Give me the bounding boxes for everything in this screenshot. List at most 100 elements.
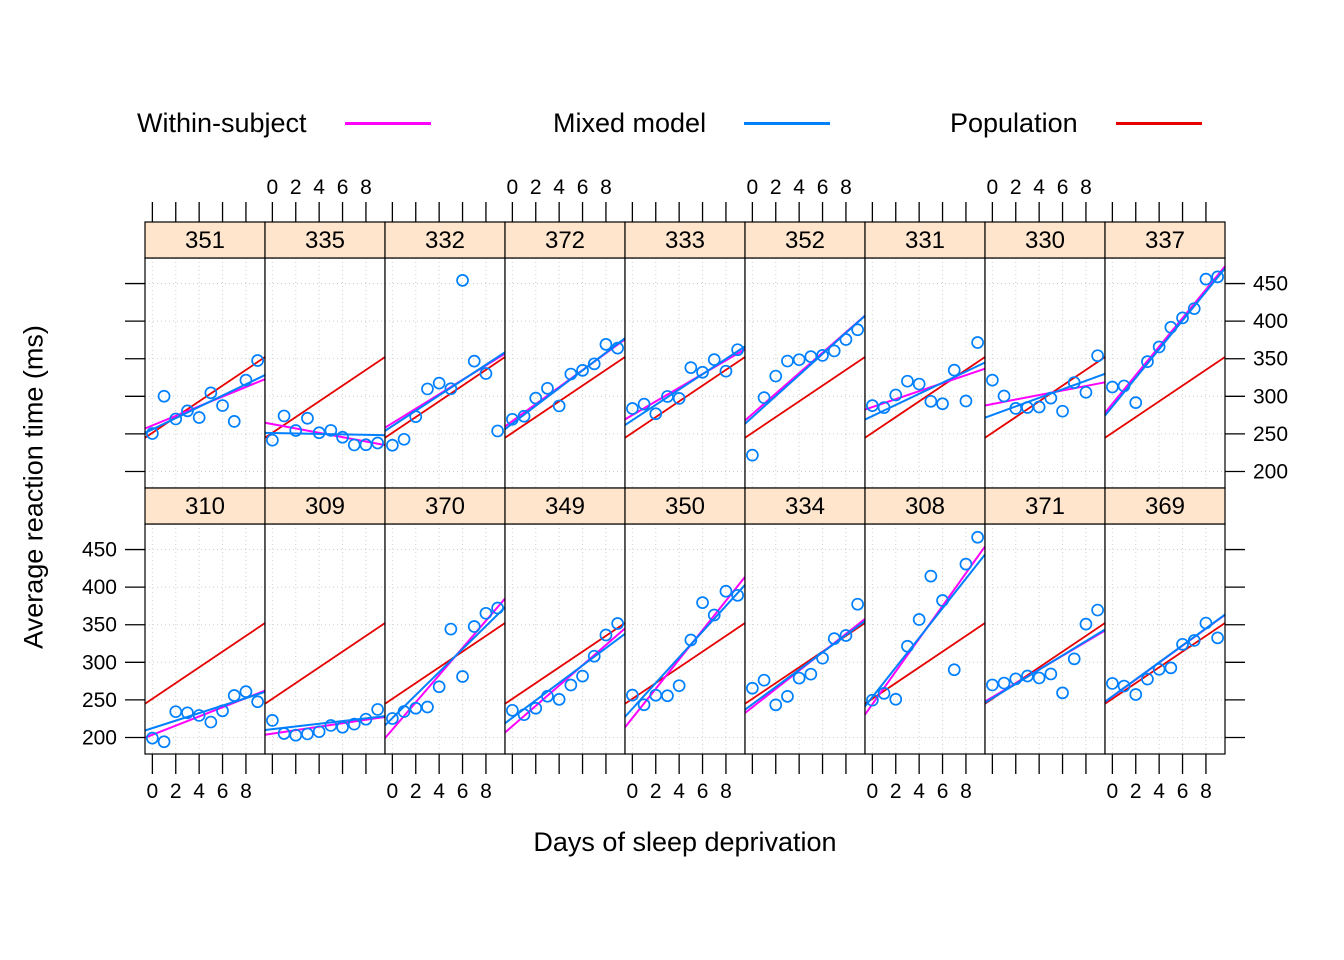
data-point — [1032, 671, 1046, 685]
data-point — [467, 620, 481, 633]
x-tick-label-bottom: 2 — [1130, 780, 1142, 803]
data-point — [227, 689, 241, 702]
data-point — [1021, 669, 1034, 683]
data-point — [1129, 688, 1143, 701]
data-point — [637, 397, 651, 411]
x-tick-label-top: 8 — [840, 176, 852, 199]
population-line — [864, 356, 986, 439]
data-point — [336, 720, 349, 734]
data-point — [661, 390, 674, 403]
y-tick-label-left: 300 — [82, 651, 117, 674]
data-point — [181, 404, 194, 418]
data-point — [1079, 385, 1093, 399]
x-tick-label-bottom: 0 — [627, 780, 639, 803]
panel-331: 331 — [864, 221, 986, 489]
data-point — [997, 389, 1011, 403]
data-point — [731, 588, 744, 602]
mixed-model-line — [504, 337, 626, 430]
strip-label: 330 — [1025, 227, 1065, 254]
x-tick-label-top: 8 — [360, 176, 372, 199]
data-point — [757, 673, 771, 687]
data-point — [301, 411, 314, 425]
x-tick-label-top: 0 — [507, 176, 519, 199]
data-point — [359, 712, 373, 726]
data-point — [959, 557, 973, 571]
panel-349: 349 — [504, 487, 626, 755]
data-point — [204, 715, 218, 729]
y-tick-label-right: 300 — [1253, 385, 1288, 408]
panel-335: 335 — [264, 221, 386, 489]
x-tick-label-top: 0 — [987, 176, 999, 199]
strip-309 — [264, 487, 386, 525]
legend-label-mixed-model: Mixed model — [553, 107, 707, 138]
x-tick-label-bottom: 8 — [480, 780, 492, 803]
strip-label: 352 — [785, 227, 825, 254]
data-point — [266, 714, 279, 727]
data-point — [444, 622, 458, 636]
data-point — [866, 399, 879, 412]
legend-label-within-subject: Within-subject — [137, 107, 307, 138]
population-line — [744, 356, 866, 439]
data-point — [912, 613, 926, 626]
x-tick-label-bottom: 6 — [1177, 780, 1189, 803]
data-point — [456, 670, 469, 683]
axes-layer: 0 2 4 6 80 2 4 6 80 2 4 6 80 2 4 6 80 2 4 6 80 2 4 6 80 2 4 6 80 2 4 6 8… — [82, 176, 1288, 803]
within-subject-line — [384, 597, 506, 739]
strip-332 — [384, 221, 506, 259]
data-point — [506, 412, 519, 426]
legend-label-population: Population — [950, 107, 1078, 138]
strip-label: 349 — [545, 493, 585, 520]
data-point — [1141, 355, 1154, 369]
data-point — [827, 344, 841, 358]
x-tick-label-top: 2 — [770, 176, 782, 199]
data-point — [216, 399, 229, 412]
strip-310 — [144, 487, 266, 525]
data-point — [479, 367, 493, 380]
panel-371: 371 — [984, 487, 1106, 755]
data-point — [947, 663, 961, 677]
x-tick-label-bottom: 4 — [433, 780, 445, 803]
x-tick-label-bottom: 2 — [170, 780, 182, 803]
data-point — [1187, 634, 1201, 647]
data-point — [781, 689, 794, 703]
data-point — [564, 367, 578, 381]
mixed-model-line — [744, 620, 866, 711]
panel-308: 308 — [864, 487, 986, 755]
x-tick-label-bottom: 4 — [913, 780, 925, 803]
panel-352: 352 — [744, 221, 866, 489]
data-point — [1056, 404, 1069, 418]
data-point — [986, 678, 999, 692]
data-point — [719, 584, 733, 598]
data-point — [146, 427, 159, 440]
panel-370: 370 — [384, 487, 506, 755]
strip-label: 337 — [1145, 227, 1185, 254]
y-tick-label-right: 450 — [1253, 273, 1288, 296]
data-point — [757, 391, 771, 405]
within-subject-line — [504, 627, 626, 734]
data-point — [529, 701, 543, 715]
population-line — [624, 622, 746, 705]
y-tick-label-right: 400 — [1253, 310, 1288, 333]
data-point — [587, 649, 601, 663]
data-point — [397, 705, 411, 718]
y-tick-label-left: 200 — [82, 726, 117, 749]
data-point — [552, 693, 566, 706]
data-point — [769, 698, 783, 712]
population-line — [1104, 356, 1226, 439]
data-point — [371, 436, 384, 450]
data-point — [1091, 349, 1104, 363]
x-tick-label-top: 6 — [577, 176, 589, 199]
y-tick-label-left: 400 — [82, 576, 117, 599]
population-line — [504, 356, 626, 439]
population-line-swatch — [1115, 121, 1202, 125]
panel-351: 351 — [144, 221, 266, 489]
data-point — [851, 597, 864, 611]
data-point — [816, 349, 829, 362]
mixed-model-line — [624, 584, 746, 718]
panel-337: 337 — [1104, 221, 1226, 489]
x-tick-label-bottom: 6 — [697, 780, 709, 803]
within-subject-line — [624, 348, 746, 421]
data-point — [301, 727, 314, 741]
data-point — [901, 639, 914, 653]
x-tick-label-top: 4 — [313, 176, 325, 199]
